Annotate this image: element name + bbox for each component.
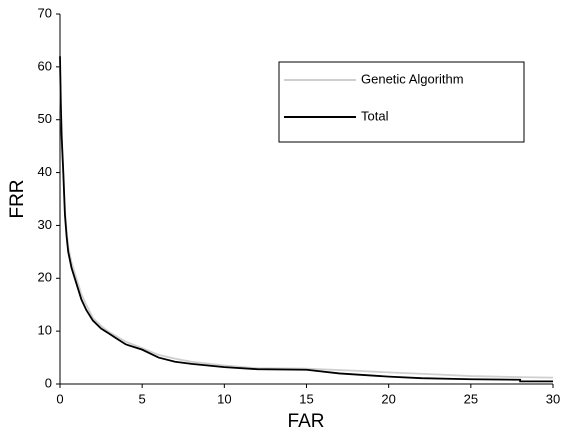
x-tick-label: 20: [381, 391, 395, 406]
y-tick-label: 30: [38, 217, 52, 232]
legend-label: Total: [361, 108, 389, 123]
series-line: [59, 56, 553, 383]
y-tick-label: 40: [38, 164, 52, 179]
y-axis-title: FRR: [7, 179, 28, 218]
y-tick-label: 10: [38, 323, 52, 338]
y-tick-label: 70: [38, 5, 52, 20]
x-tick-label: 15: [299, 391, 313, 406]
x-tick-label: 5: [139, 391, 146, 406]
legend-label: Genetic Algorithm: [361, 71, 464, 86]
legend-box: [278, 61, 525, 143]
x-tick-label: 0: [56, 391, 63, 406]
y-tick-label: 50: [38, 111, 52, 126]
x-tick-label: 30: [546, 391, 560, 406]
x-axis-title: FAR: [288, 411, 325, 432]
x-tick-label: 10: [217, 391, 231, 406]
y-tick-label: 0: [45, 375, 52, 390]
y-tick-label: 60: [38, 58, 52, 73]
y-tick-label: 20: [38, 270, 52, 285]
x-tick-label: 25: [464, 391, 478, 406]
